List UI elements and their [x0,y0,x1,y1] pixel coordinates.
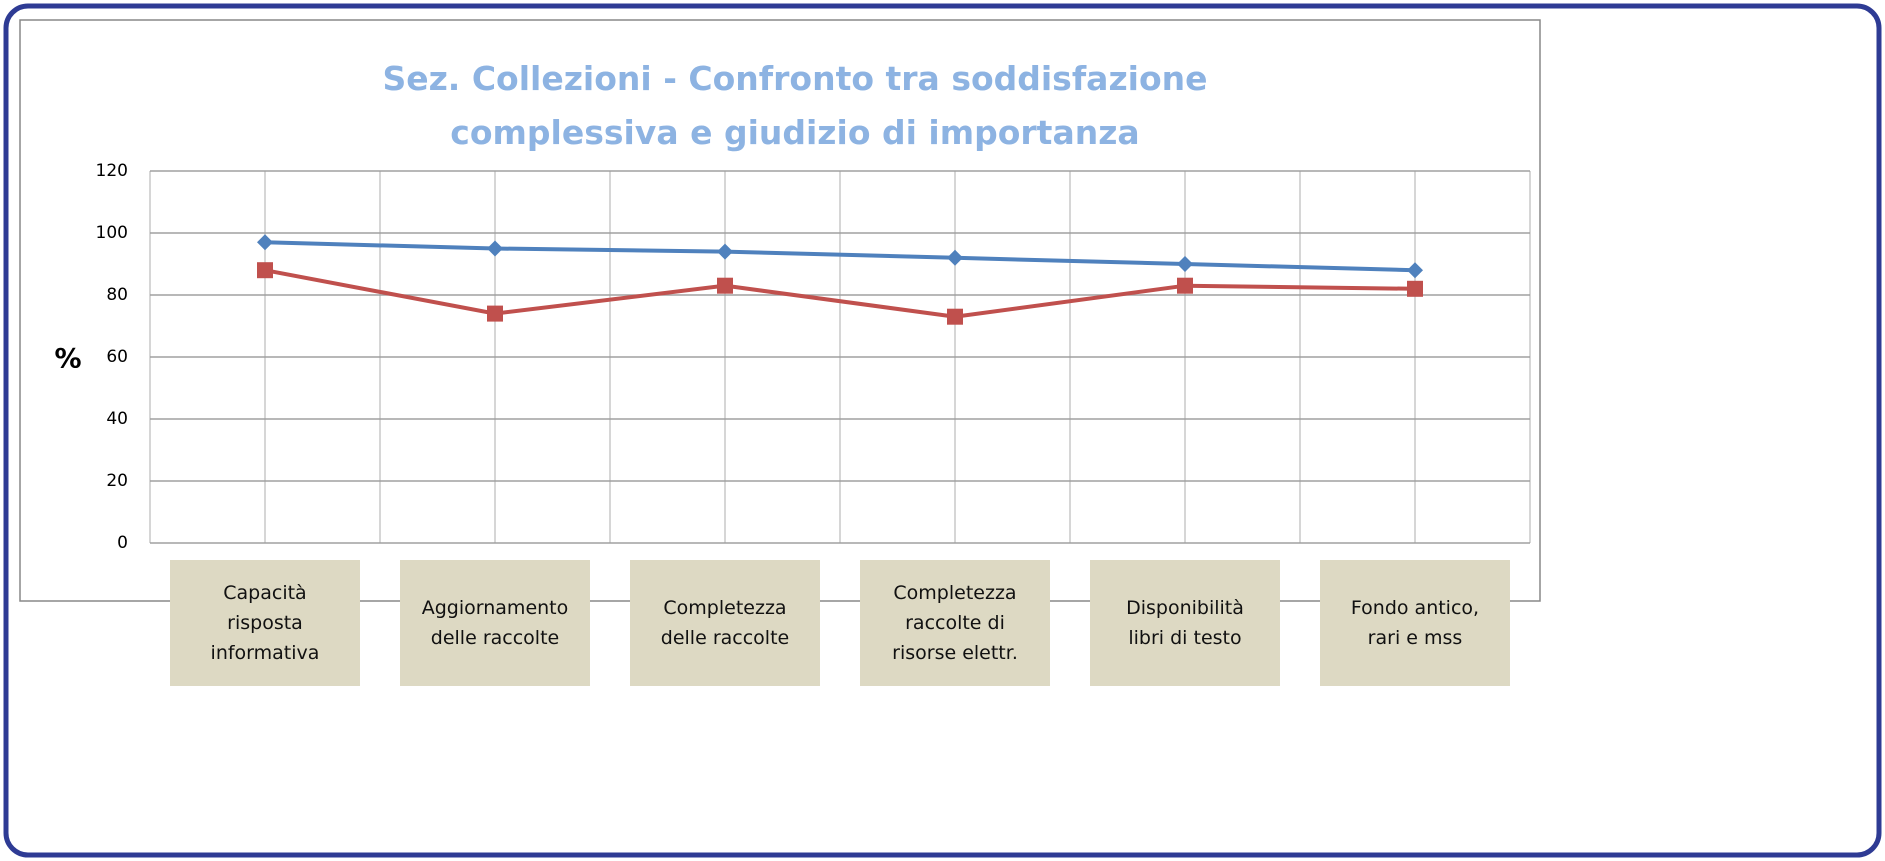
y-tick-label: 20 [106,471,128,491]
series-line [264,268,1416,319]
marker [257,262,273,279]
x-tick-label: Completezza raccolte di risorse elettr. [860,560,1050,686]
marker [1407,262,1423,279]
x-tick-label: Capacità risposta informativa [170,560,360,686]
y-tick-label: 40 [106,409,128,429]
marker [947,308,963,325]
series-line [264,240,1416,273]
y-axis-label: % [54,344,81,375]
marker [947,249,963,266]
x-tick-label: Fondo antico, rari e mss [1320,560,1510,686]
marker [1177,256,1193,272]
marker [257,234,273,251]
chart-title: Sez. Collezioni - Confronto tra soddisfa… [382,59,1208,152]
x-tick-label: Completezza delle raccolte [630,560,820,686]
marker [1177,277,1193,294]
y-tick-label: 0 [117,533,128,553]
marker [487,240,503,257]
marker [717,243,733,260]
x-tick-label: Aggiornamento delle raccolte [400,560,590,686]
marker [1407,280,1423,297]
y-tick-label: 100 [96,223,128,243]
y-tick-label: 80 [106,285,128,305]
marker [717,277,733,294]
x-tick-label: Disponibilità libri di testo [1090,560,1280,686]
marker [487,305,503,322]
y-tick-label: 120 [96,161,128,181]
y-tick-label: 60 [106,347,128,367]
frame [3,3,1882,858]
